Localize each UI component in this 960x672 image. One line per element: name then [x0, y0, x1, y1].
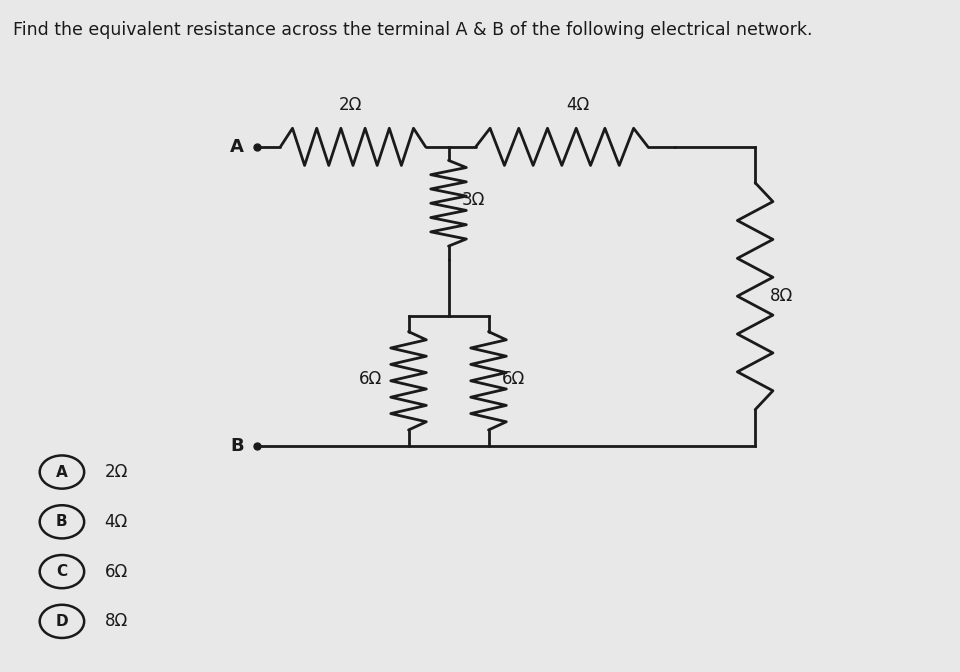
Text: 8Ω: 8Ω: [770, 287, 794, 305]
Text: D: D: [56, 614, 68, 629]
Text: B: B: [230, 437, 244, 454]
Text: 6Ω: 6Ω: [502, 370, 525, 388]
Text: 4Ω: 4Ω: [105, 513, 128, 531]
Text: 4Ω: 4Ω: [565, 95, 589, 114]
Text: B: B: [56, 514, 68, 530]
Text: 2Ω: 2Ω: [339, 95, 363, 114]
Text: 6Ω: 6Ω: [105, 562, 128, 581]
Text: 6Ω: 6Ω: [359, 370, 382, 388]
Text: A: A: [56, 464, 68, 480]
Text: 2Ω: 2Ω: [105, 463, 128, 481]
Text: 8Ω: 8Ω: [105, 612, 128, 630]
Text: A: A: [230, 138, 244, 156]
Text: C: C: [57, 564, 67, 579]
Text: 3Ω: 3Ω: [462, 191, 485, 209]
Text: Find the equivalent resistance across the terminal A & B of the following electr: Find the equivalent resistance across th…: [13, 21, 812, 39]
